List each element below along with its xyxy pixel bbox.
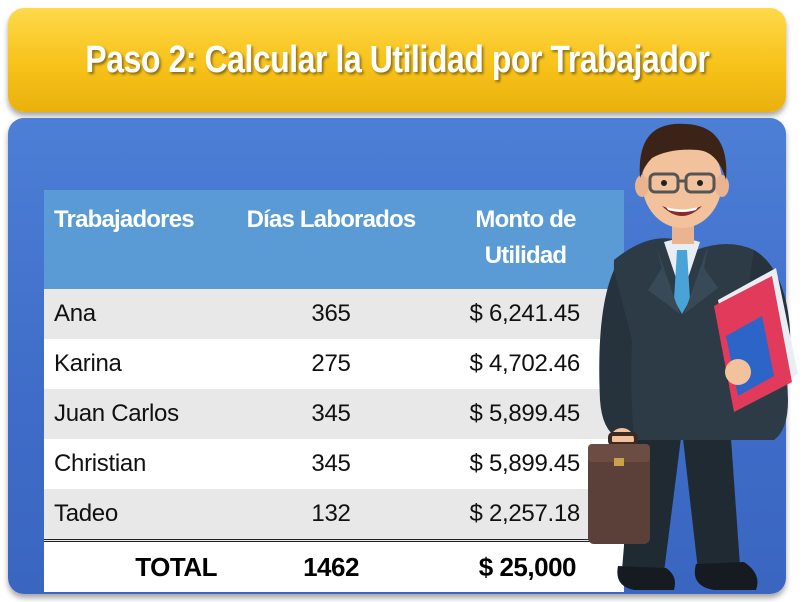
cell-days: 365 xyxy=(311,300,351,327)
table-row: Juan Carlos 345 $ 5,899.45 xyxy=(44,389,624,439)
page-title: Paso 2: Calcular la Utilidad por Trabaja… xyxy=(84,38,710,81)
cell-name: Ana xyxy=(54,300,96,327)
cell-amount: $ 5,899.45 xyxy=(469,450,581,477)
cell-name: Tadeo xyxy=(54,500,118,527)
cell-name: Juan Carlos xyxy=(54,400,179,427)
table-row: Christian 345 $ 5,899.45 xyxy=(44,439,624,489)
cell-days: 345 xyxy=(311,450,351,477)
cell-name: Christian xyxy=(54,450,146,477)
title-banner: Paso 2: Calcular la Utilidad por Trabaja… xyxy=(8,8,786,112)
total-days: 1462 xyxy=(235,539,427,592)
table-row: Karina 275 $ 4,702.46 xyxy=(44,339,624,389)
cell-days: 275 xyxy=(311,350,351,377)
total-row: TOTAL 1462 $ 25,000 xyxy=(44,539,624,592)
cell-days: 345 xyxy=(311,400,351,427)
total-label: TOTAL xyxy=(44,539,235,592)
profit-table: Trabajadores Días Laborados Monto de Uti… xyxy=(44,190,624,592)
businessman-illustration xyxy=(588,123,798,590)
table-row: Ana 365 $ 6,241.45 xyxy=(44,289,624,339)
header-amount-line2: Utilidad xyxy=(484,242,567,269)
cell-days: 132 xyxy=(311,500,351,527)
cell-amount: $ 5,899.45 xyxy=(469,400,581,427)
cell-amount: $ 6,241.45 xyxy=(469,300,581,327)
cell-amount: $ 2,257.18 xyxy=(469,500,581,527)
header-workers: Trabajadores xyxy=(54,206,195,233)
header-amount: Monto de Utilidad xyxy=(427,190,624,289)
header-days: Días Laborados xyxy=(246,206,417,233)
cell-name: Karina xyxy=(54,350,122,377)
table-header-row: Trabajadores Días Laborados Monto de Uti… xyxy=(44,190,624,289)
total-amount: $ 25,000 xyxy=(427,539,624,592)
cell-amount: $ 4,702.46 xyxy=(469,350,581,377)
header-amount-line1: Monto de xyxy=(475,206,576,233)
table-row: Tadeo 132 $ 2,257.18 xyxy=(44,489,624,541)
